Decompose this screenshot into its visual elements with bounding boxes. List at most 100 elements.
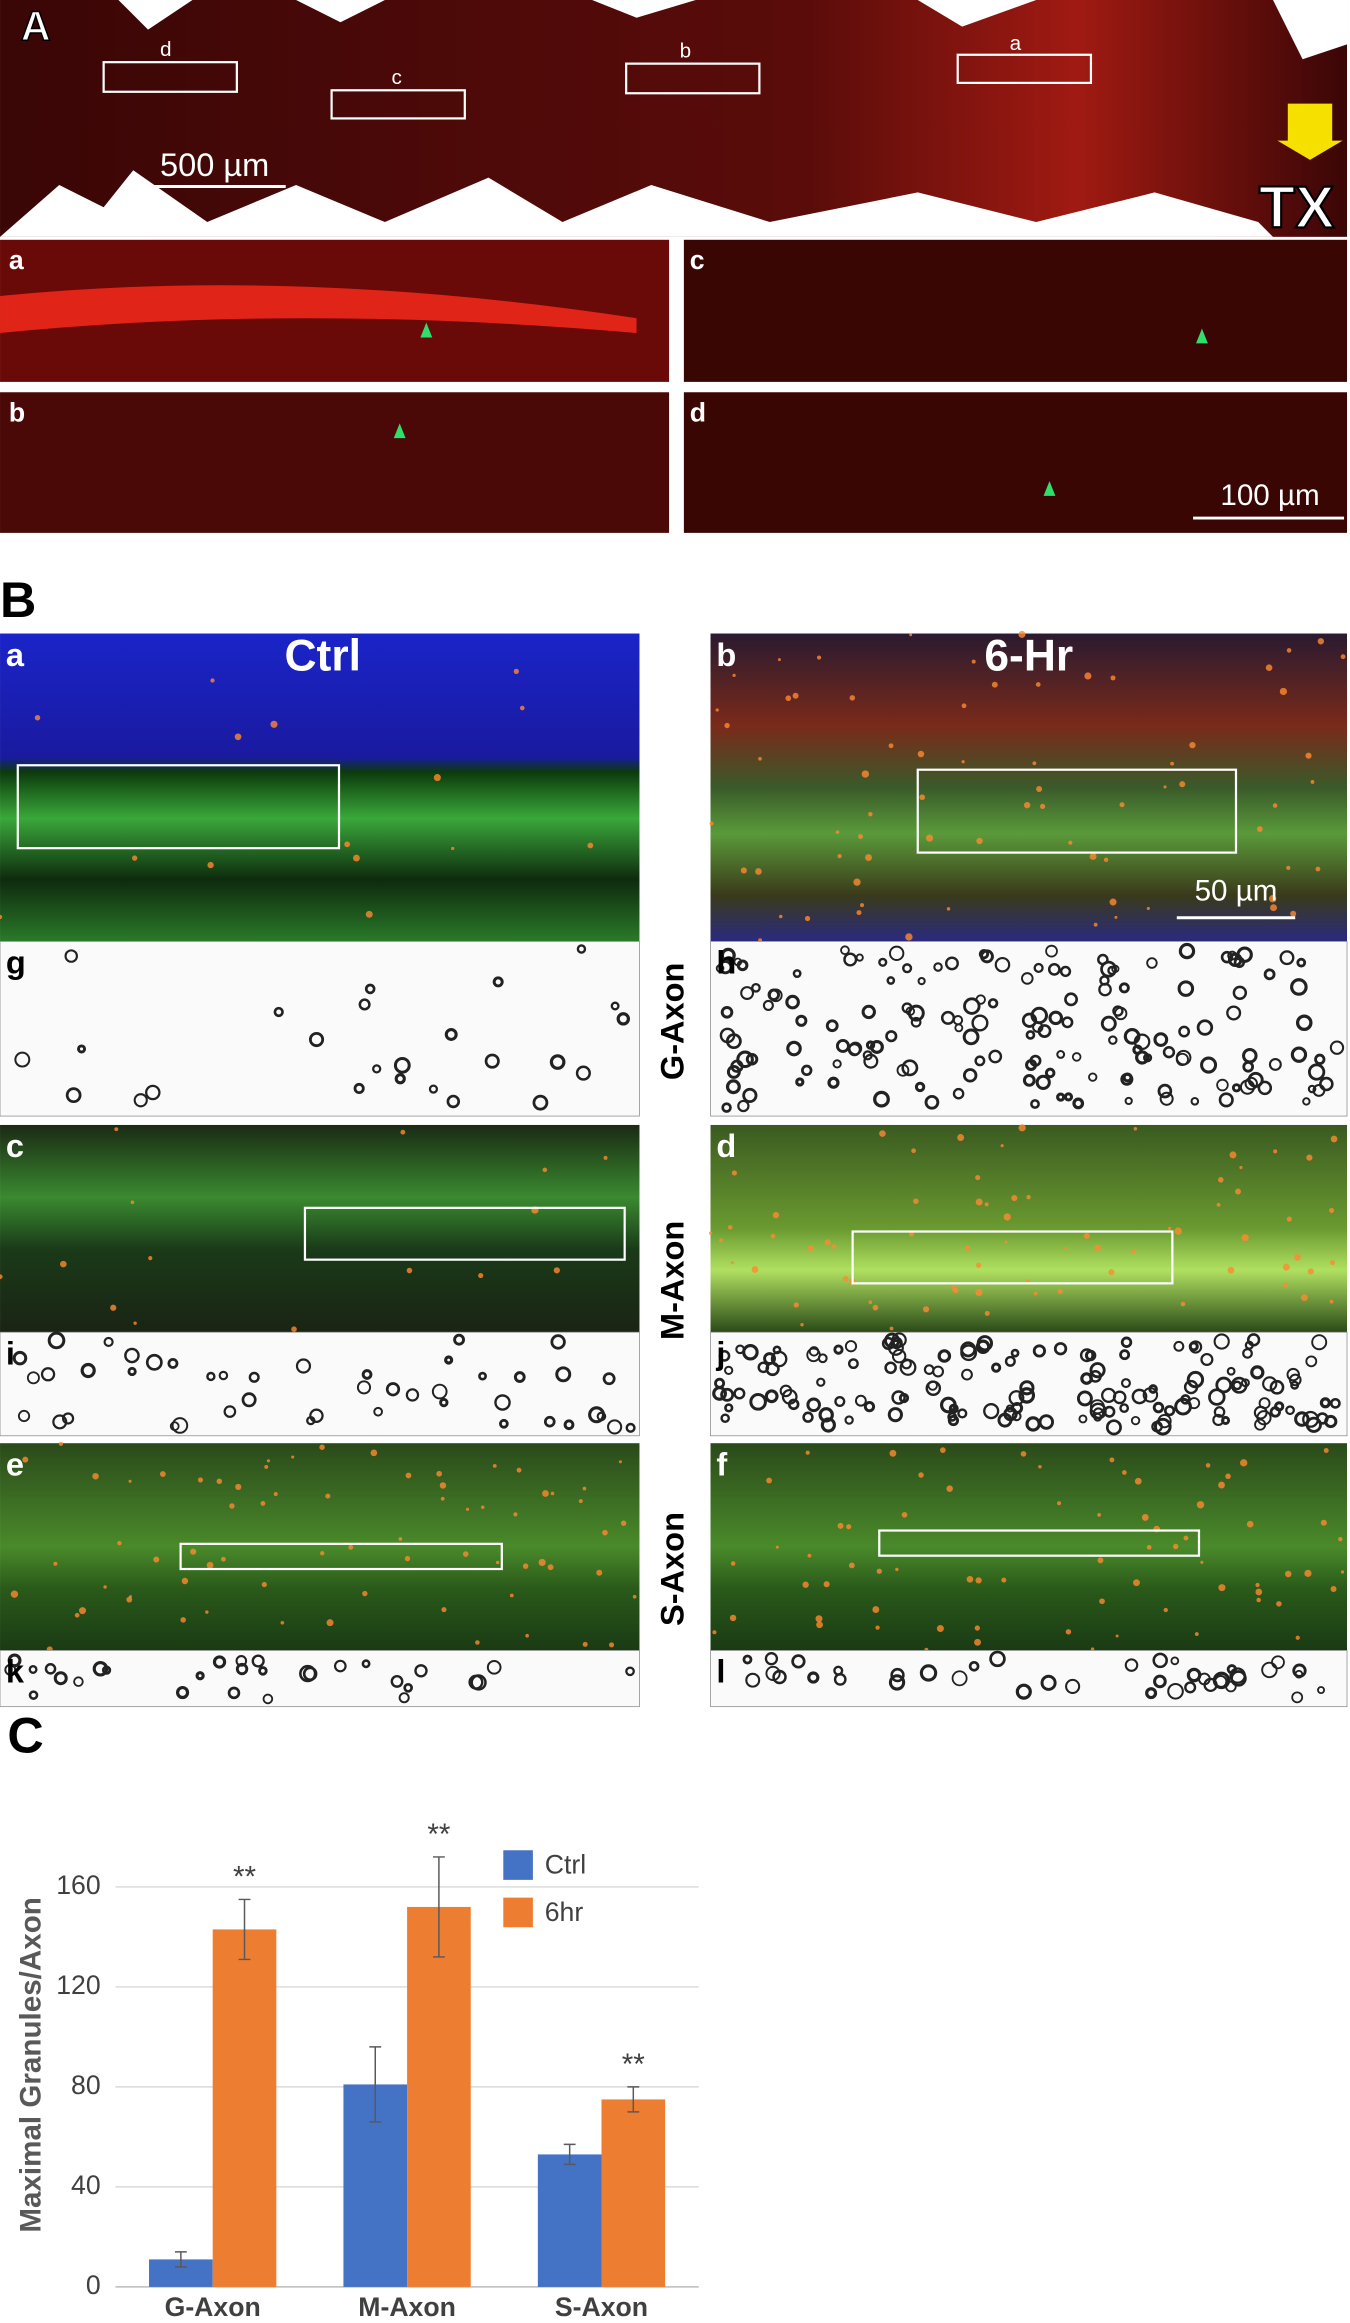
granule-outline: [361, 1369, 373, 1380]
granule: [775, 1545, 779, 1549]
granule: [1273, 1149, 1278, 1154]
granule: [1328, 1207, 1335, 1213]
granule-outline: [414, 1664, 428, 1678]
granule-outline: [262, 1693, 274, 1705]
granule: [778, 914, 783, 919]
granule: [772, 1211, 780, 1219]
granule-outline: [1097, 953, 1109, 966]
granule: [846, 1524, 852, 1530]
granule-outline: [251, 1654, 265, 1668]
granule: [1216, 1202, 1221, 1207]
granule: [1146, 906, 1150, 911]
granule-outline: [925, 1380, 942, 1396]
inset-letter: d: [690, 397, 706, 427]
granule: [1114, 915, 1118, 919]
y-tick-label: 160: [56, 1870, 100, 1900]
granule-outline: [772, 1669, 787, 1685]
granule: [837, 1522, 844, 1529]
granule-outline: [1053, 1342, 1068, 1356]
granule-outline: [854, 1394, 867, 1407]
granule-outline: [1157, 1413, 1172, 1429]
granule: [861, 770, 870, 778]
granule: [976, 1262, 982, 1268]
granule: [553, 1267, 560, 1274]
granule-outline: [724, 1365, 734, 1376]
granule-outline: [1268, 1058, 1282, 1071]
granule-outline: [1071, 1052, 1082, 1062]
granule-outline: [962, 1028, 980, 1046]
inset-image: [0, 392, 670, 533]
granule-outline: [1025, 1030, 1036, 1040]
micrograph: [710, 633, 1348, 942]
granule-outline: [715, 964, 725, 973]
granule: [1033, 1291, 1038, 1296]
granule: [961, 703, 967, 709]
granule-outline: [1253, 1405, 1268, 1420]
granule-outline: [1153, 1674, 1167, 1689]
granule-outline: [835, 1038, 850, 1053]
granule-outline: [145, 1084, 161, 1101]
granule: [1167, 1226, 1172, 1230]
granule-outline: [1048, 1010, 1064, 1026]
granule: [22, 1456, 29, 1463]
image-letter: i: [6, 1335, 15, 1371]
granule: [1307, 1268, 1314, 1275]
granule: [974, 1625, 980, 1631]
granule-outline: [1269, 1379, 1285, 1395]
granule-outline: [1285, 1405, 1295, 1416]
granule: [816, 1621, 823, 1629]
granule-outline: [725, 1079, 741, 1095]
granule: [1068, 840, 1073, 845]
granule-outline: [1232, 1380, 1242, 1391]
granule-outline: [843, 952, 858, 967]
granule: [538, 1558, 546, 1567]
granule-outline: [1010, 1401, 1024, 1415]
granule: [1306, 1154, 1313, 1161]
granule: [731, 1170, 737, 1176]
bar: [212, 1929, 277, 2287]
granule-outline: [446, 1094, 461, 1109]
granule: [1039, 803, 1046, 810]
granule-outline: [919, 1664, 938, 1682]
granule-outline: [1030, 1099, 1040, 1109]
micrograph: [710, 1124, 1348, 1333]
granule: [509, 1593, 514, 1598]
granule-outline: [1112, 1005, 1124, 1017]
granule-outline: [1312, 1083, 1326, 1097]
granule-outline: [28, 1664, 38, 1674]
granule-outline: [1269, 1406, 1281, 1418]
granule-outline: [988, 1049, 1003, 1064]
granule: [758, 756, 762, 761]
granule: [92, 1472, 99, 1480]
granule-outline: [393, 1056, 411, 1074]
granule: [976, 837, 983, 845]
granule-outline: [1100, 960, 1117, 978]
granule-outline: [807, 1671, 820, 1684]
granule-outline: [1130, 1415, 1141, 1426]
granule-outline: [718, 1350, 731, 1362]
granule-outline: [241, 1392, 257, 1408]
granule-outline: [1226, 1005, 1242, 1021]
granule-outline: [994, 956, 1011, 973]
granule: [117, 1541, 122, 1546]
granule-outline: [453, 1333, 465, 1346]
granule-outline: [757, 1361, 770, 1374]
granule: [587, 842, 594, 849]
granule-outline: [1152, 1401, 1165, 1414]
granule: [946, 1485, 953, 1492]
granule-outline: [896, 1063, 910, 1077]
chart: 0 40 80 120 160 G-Axon ** M-Axon ** S-Axon ** Ctrl 6…: [56, 1818, 699, 2322]
granule-outline: [792, 969, 802, 978]
granule-outline: [1019, 1380, 1035, 1396]
granule-outline: [439, 1397, 449, 1408]
granule: [732, 673, 736, 678]
granule-outline: [206, 1371, 216, 1382]
granule: [800, 1323, 804, 1327]
granule: [975, 1174, 981, 1181]
image-letter: b: [716, 637, 736, 673]
granule: [1340, 654, 1346, 660]
granule-outline: [607, 1419, 623, 1435]
granule: [462, 1551, 469, 1557]
granule: [58, 1441, 64, 1446]
granule-outline: [802, 1411, 814, 1423]
